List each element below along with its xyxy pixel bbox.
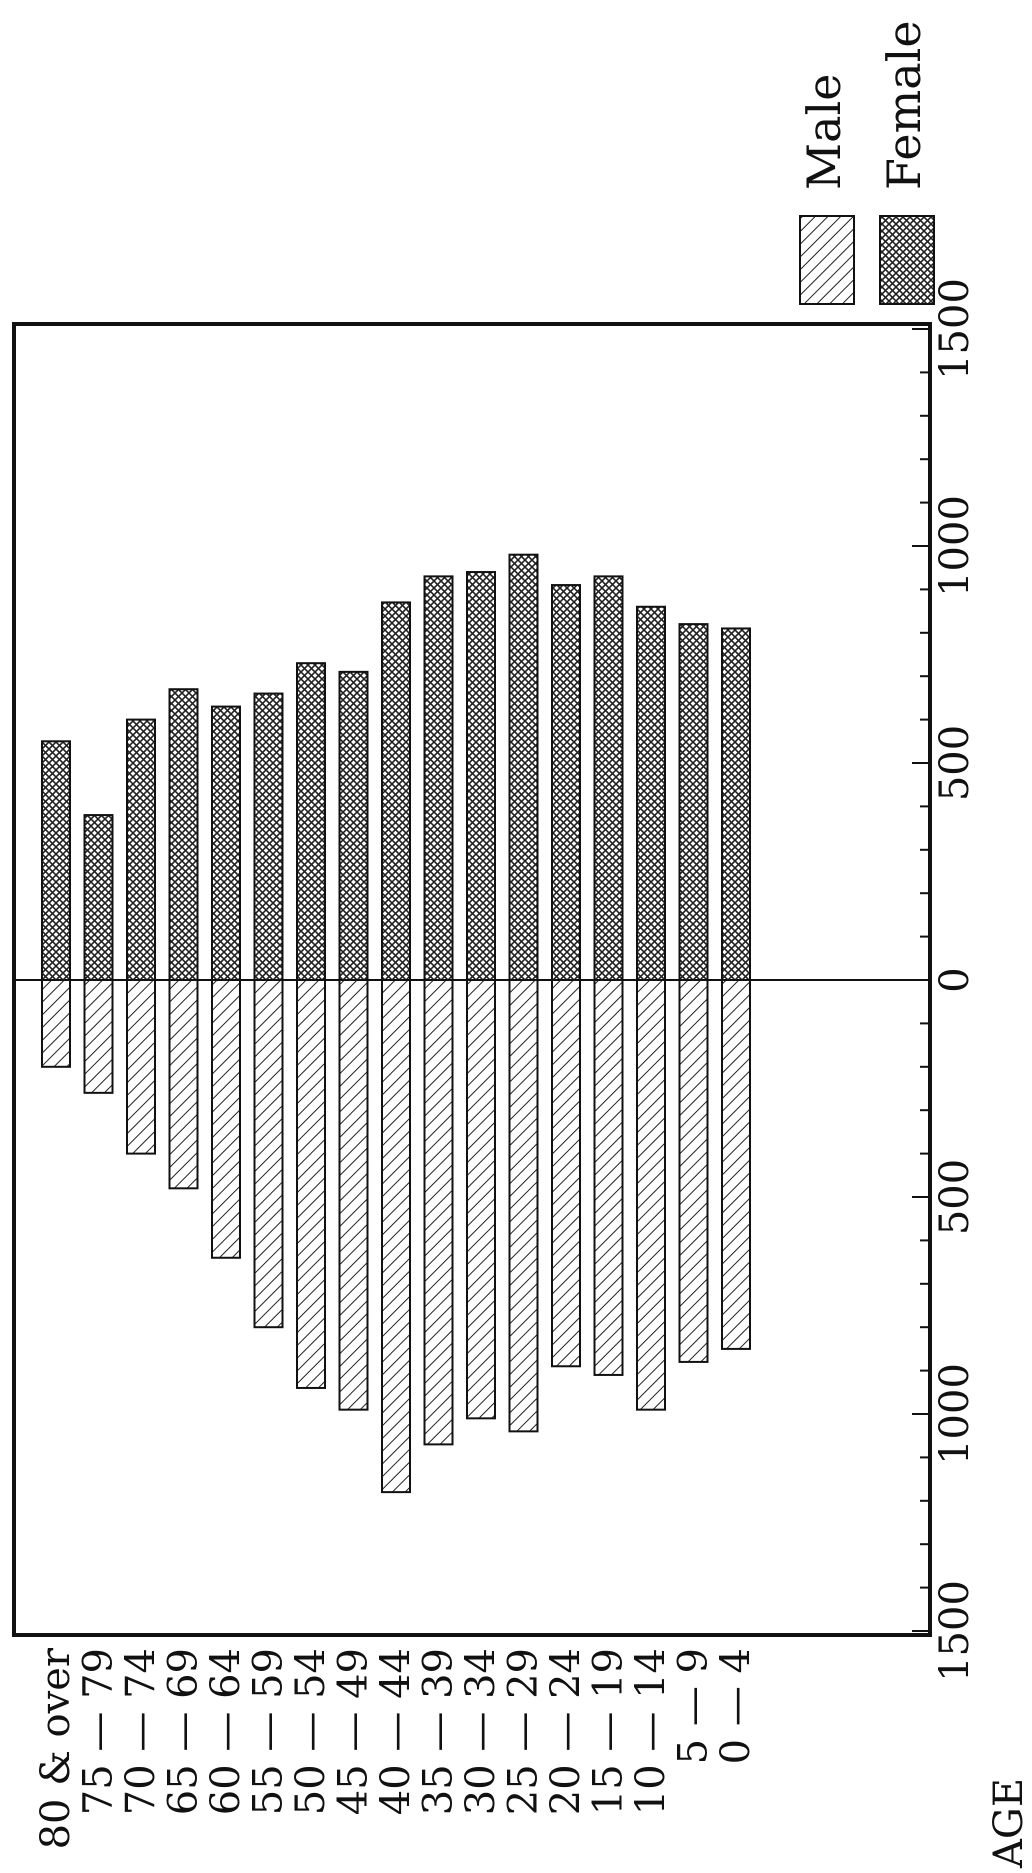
value-axis-ticks <box>912 328 930 1632</box>
bar-male-1 <box>83 979 114 1094</box>
bar-male-7 <box>338 979 369 1411</box>
bar-male-4 <box>211 979 241 1259</box>
age-axis-title: AGE <box>986 1778 1032 1869</box>
bar-male-13 <box>593 979 624 1376</box>
legend-label-male: Male <box>797 74 851 190</box>
bar-female-1 <box>83 814 114 982</box>
value-tick-label-3: 0 <box>932 967 978 992</box>
value-tick-label-2: 500 <box>932 1159 978 1235</box>
bar-female-3 <box>168 688 199 981</box>
age-group-label-10: 30 — 34 <box>458 1648 504 1815</box>
bar-female-4 <box>211 705 241 982</box>
bar-male-6 <box>296 979 326 1389</box>
age-group-label-4: 60 — 64 <box>203 1648 249 1815</box>
legend-swatch-male <box>799 215 855 305</box>
bar-male-0 <box>41 979 71 1068</box>
bar-male-8 <box>381 979 411 1494</box>
age-group-label-0: 80 & over <box>33 1647 79 1849</box>
age-group-label-7: 45 — 49 <box>331 1648 377 1815</box>
bar-female-13 <box>593 575 624 981</box>
age-group-label-6: 50 — 54 <box>288 1648 334 1815</box>
bar-female-0 <box>41 740 71 981</box>
value-tick-label-4: 500 <box>932 725 978 801</box>
age-group-label-5: 55 — 59 <box>246 1648 292 1815</box>
bar-female-9 <box>423 575 454 981</box>
age-group-label-3: 65 — 69 <box>161 1648 207 1815</box>
age-group-label-14: 10 — 14 <box>628 1648 674 1815</box>
value-tick-label-0: 1500 <box>932 1580 978 1682</box>
value-tick-label-5: 1000 <box>932 495 978 597</box>
bar-female-6 <box>296 662 326 981</box>
value-axis-labels: 1500 1000 500 0 500 1000 1500 <box>932 278 978 1682</box>
age-group-label-8: 40 — 44 <box>373 1648 419 1815</box>
bar-female-7 <box>338 670 369 981</box>
value-tick-label-6: 1500 <box>932 278 978 380</box>
age-group-label-1: 75 — 79 <box>76 1648 122 1815</box>
bar-male-5 <box>253 979 284 1329</box>
age-group-label-16: 0 — 4 <box>713 1648 759 1764</box>
bar-male-11 <box>508 979 539 1433</box>
legend-swatch-female <box>879 215 935 305</box>
bar-male-16 <box>721 979 751 1350</box>
age-group-label-9: 35 — 39 <box>416 1648 462 1815</box>
bar-female-2 <box>126 718 156 981</box>
bar-male-10 <box>466 979 496 1420</box>
bar-male-9 <box>423 979 454 1446</box>
value-tick-label-1: 1000 <box>932 1363 978 1465</box>
bar-female-15 <box>678 623 709 981</box>
legend-label-female: Female <box>877 20 931 190</box>
age-group-label-13: 15 — 19 <box>586 1648 632 1815</box>
age-group-label-12: 20 — 24 <box>543 1648 589 1815</box>
age-group-label-15: 5 — 9 <box>671 1648 717 1764</box>
bar-male-15 <box>678 979 709 1363</box>
bar-male-2 <box>126 979 156 1155</box>
bar-female-10 <box>466 571 496 981</box>
bar-male-3 <box>168 979 199 1190</box>
bar-female-8 <box>381 601 411 981</box>
bar-female-12 <box>551 584 581 981</box>
bar-female-16 <box>721 627 751 982</box>
bar-female-5 <box>253 692 284 981</box>
bars-group <box>41 553 751 1494</box>
age-group-label-11: 25 — 29 <box>501 1648 547 1815</box>
legend: Male Female <box>797 20 935 305</box>
age-group-label-2: 70 — 74 <box>118 1648 164 1815</box>
bar-male-14 <box>636 979 666 1411</box>
bar-male-12 <box>551 979 581 1368</box>
bar-female-14 <box>636 605 666 981</box>
bar-female-11 <box>508 553 539 981</box>
